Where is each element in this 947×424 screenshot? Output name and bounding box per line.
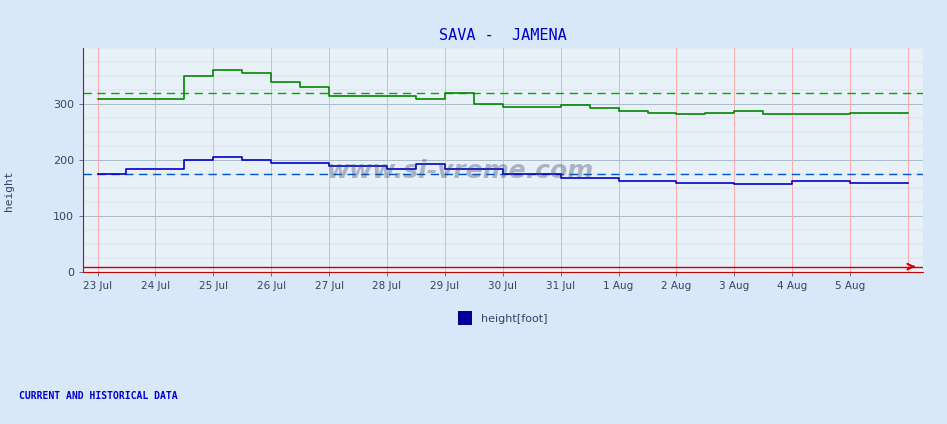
Text: height: height [5, 170, 14, 211]
Title: SAVA -  JAMENA: SAVA - JAMENA [438, 28, 566, 43]
Text: www.si-vreme.com: www.si-vreme.com [327, 159, 595, 183]
Legend: height[foot]: height[foot] [454, 307, 551, 329]
Text: CURRENT AND HISTORICAL DATA: CURRENT AND HISTORICAL DATA [19, 391, 178, 401]
